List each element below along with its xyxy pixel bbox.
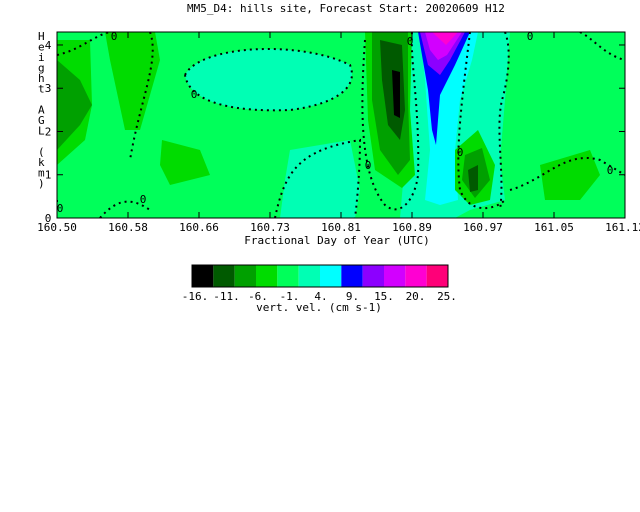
field-region (57, 60, 92, 150)
contour-label: 0 (140, 193, 147, 206)
x-axis-label: Fractional Day of Year (UTC) (244, 234, 429, 247)
colorbar-swatch (234, 265, 256, 287)
zero-contour-line (457, 32, 506, 210)
zero-contour-line (99, 200, 151, 218)
y-axis: 0 1 2 3 4 (45, 39, 625, 225)
colorbar-swatch (341, 265, 363, 287)
contour-label: 0 (457, 146, 464, 159)
y-tick-label: 2 (45, 125, 52, 138)
zero-contour-line (579, 32, 625, 61)
contour-label: 0 (527, 30, 534, 43)
colorbar-tick-label: 9. (346, 290, 359, 303)
field-region (160, 140, 210, 185)
colorbar-swatch (320, 265, 342, 287)
field-region (105, 32, 160, 130)
colorbar-tick-label: 4. (314, 290, 327, 303)
field-region (540, 150, 600, 200)
y-tick-label: 4 (45, 39, 52, 52)
zero-contour-line (509, 157, 625, 191)
field-region (185, 48, 352, 111)
field-region (425, 32, 462, 60)
colorbar-swatch (362, 265, 384, 287)
colorbar-tick-label: 25. (437, 290, 457, 303)
y-tick-label: 3 (45, 82, 52, 95)
contour-labels: 0 0 0 0 0 0 0 0 0 (57, 30, 614, 215)
x-tick-label: 160.89 (392, 221, 432, 234)
colorbar-swatch (192, 265, 214, 287)
colorbar-swatch (405, 265, 427, 287)
colorbar-swatch (213, 265, 235, 287)
x-tick-label: 161.05 (534, 221, 574, 234)
contour-label: 0 (365, 159, 372, 172)
contour-label: 0 (607, 164, 614, 177)
plot-area: 0 0 0 0 0 0 0 0 0 (56, 30, 626, 219)
y-tick-label: 1 (45, 169, 52, 182)
x-tick-label: 161.12 (605, 221, 640, 234)
colorbar-swatch (384, 265, 406, 287)
colorbar-tick-label: 20. (406, 290, 426, 303)
colorbar-swatch (298, 265, 320, 287)
contour-label: 0 (57, 202, 64, 215)
colorbar-frame (191, 264, 449, 288)
colorbar-swatch (277, 265, 299, 287)
x-tick-label: 160.73 (250, 221, 290, 234)
zero-contours (57, 32, 625, 218)
colorbar-tick-label: -6. (248, 290, 268, 303)
colorbar-tick-label: -1. (280, 290, 300, 303)
colorbar-tick-label: -16. (182, 290, 209, 303)
contour-label: 0 (111, 30, 118, 43)
x-tick-label: 160.97 (463, 221, 503, 234)
y-tick-label: 0 (45, 212, 52, 225)
colorbar-tick-label: -11. (213, 290, 240, 303)
field-region (392, 70, 400, 118)
colorbar-label: vert. vel. (cm s-1) (256, 301, 382, 314)
field-region (468, 165, 478, 192)
colorbar: -16. -11. -6. -1. 4. 9. 15. 20. 25. (182, 264, 457, 303)
colorbar-swatch (426, 265, 448, 287)
chart-title: MM5_D4: hills site, Forecast Start: 2002… (187, 2, 505, 15)
contour-label: 0 (191, 88, 198, 101)
colorbar-tick-label: 15. (374, 290, 394, 303)
x-tick-label: 160.66 (179, 221, 219, 234)
zero-contour-line (361, 32, 420, 211)
field-region (432, 32, 458, 45)
x-tick-label: 160.81 (321, 221, 361, 234)
contour-label: 0 (407, 35, 414, 48)
x-tick-label: 160.58 (108, 221, 148, 234)
x-tick-label: 160.50 (37, 221, 77, 234)
field-region (280, 140, 360, 218)
colorbar-swatch (256, 265, 278, 287)
x-axis: 160.50 160.58 160.66 160.73 160.81 160.89 160.… (37, 32, 640, 234)
zero-contour-line (57, 32, 111, 56)
